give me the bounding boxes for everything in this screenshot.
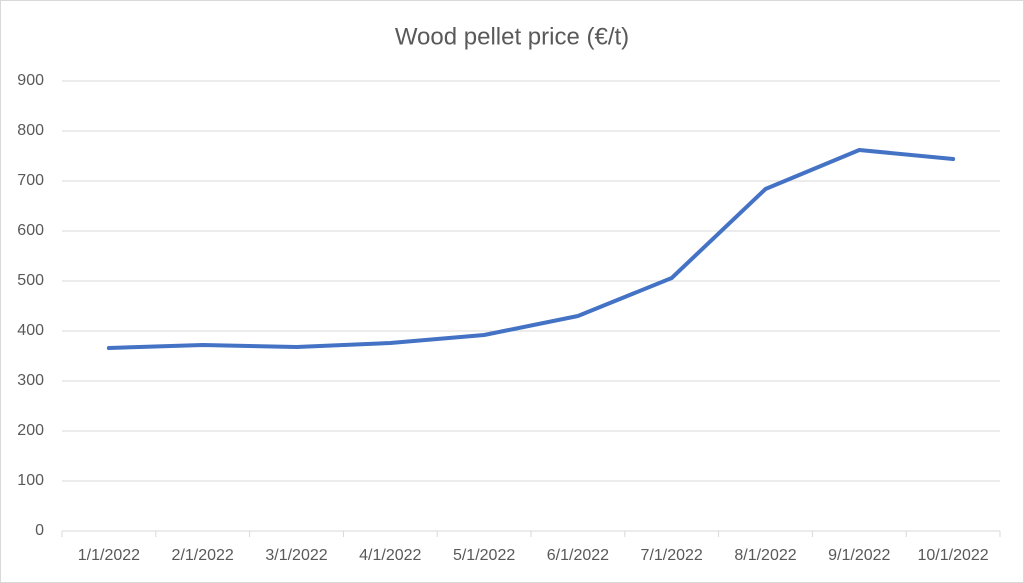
y-tick-label: 700 bbox=[17, 172, 44, 189]
chart-title: Wood pellet price (€/t) bbox=[395, 23, 629, 50]
y-tick-label: 0 bbox=[35, 522, 44, 539]
line-series bbox=[106, 148, 956, 350]
x-tick-label: 1/1/2022 bbox=[78, 547, 140, 564]
x-tick-label: 5/1/2022 bbox=[453, 547, 515, 564]
x-tick-label: 2/1/2022 bbox=[172, 547, 234, 564]
y-tick-label: 600 bbox=[17, 222, 44, 239]
x-tick-label: 6/1/2022 bbox=[547, 547, 609, 564]
y-tick-label: 900 bbox=[17, 72, 44, 89]
x-tick-label: 4/1/2022 bbox=[359, 547, 421, 564]
y-tick-label: 200 bbox=[17, 422, 44, 439]
y-tick-label: 800 bbox=[17, 122, 44, 139]
y-tick-label: 300 bbox=[17, 372, 44, 389]
x-tick-label: 3/1/2022 bbox=[265, 547, 327, 564]
y-tick-label: 100 bbox=[17, 472, 44, 489]
x-tick-label: 8/1/2022 bbox=[734, 547, 796, 564]
y-tick-label: 500 bbox=[17, 272, 44, 289]
x-tick-label: 7/1/2022 bbox=[641, 547, 703, 564]
x-tick-label: 9/1/2022 bbox=[828, 547, 890, 564]
y-tick-label: 400 bbox=[17, 322, 44, 339]
x-tick-label: 10/1/2022 bbox=[918, 547, 989, 564]
